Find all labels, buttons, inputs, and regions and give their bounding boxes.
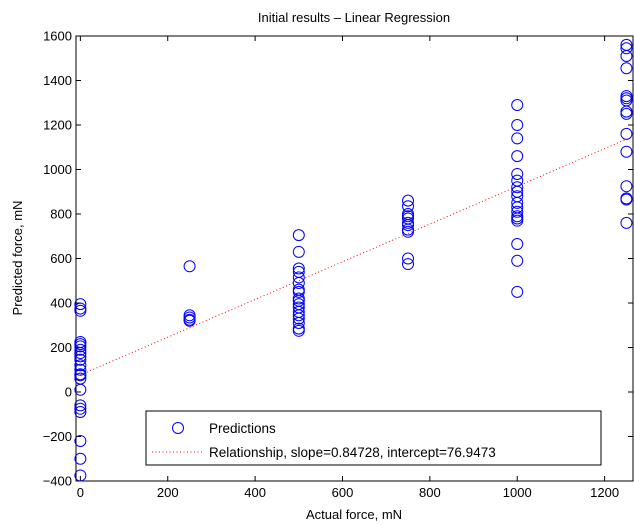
data-point: [511, 167, 524, 180]
data-point: [74, 298, 87, 311]
x-tick-label: 1000: [503, 485, 532, 500]
data-point: [292, 324, 305, 337]
data-point: [511, 254, 524, 267]
data-point: [620, 42, 633, 55]
y-tick-label: −200: [43, 429, 72, 444]
data-point: [74, 402, 87, 415]
data-point: [511, 174, 524, 187]
y-tick-label: 1200: [43, 118, 72, 133]
data-point: [292, 229, 305, 242]
x-tick-label: 200: [157, 485, 179, 500]
data-point: [620, 92, 633, 105]
regression-line: [80, 138, 627, 376]
legend-box: [145, 410, 602, 466]
data-point: [292, 312, 305, 325]
data-point: [402, 258, 415, 271]
data-point: [620, 180, 633, 193]
data-point: [74, 406, 87, 419]
data-point: [402, 194, 415, 207]
data-point: [292, 309, 305, 322]
data-point: [511, 212, 524, 225]
points-layer: [74, 38, 633, 482]
data-point: [620, 50, 633, 63]
data-point: [620, 216, 633, 229]
data-point: [402, 200, 415, 213]
y-tick-label: 200: [50, 340, 72, 355]
data-point: [620, 192, 633, 205]
x-tick-label: 800: [419, 485, 441, 500]
data-point: [620, 193, 633, 206]
data-point: [620, 62, 633, 75]
data-point: [74, 452, 87, 465]
y-tick-label: 800: [50, 207, 72, 222]
data-point: [74, 434, 87, 447]
data-point: [74, 343, 87, 356]
legend: Predictions Relationship, slope=0.84728,…: [145, 410, 602, 466]
chart-title: Initial results – Linear Regression: [258, 10, 450, 25]
data-point: [620, 127, 633, 140]
y-tick-label: 600: [50, 251, 72, 266]
data-point: [74, 340, 87, 353]
data-point: [292, 276, 305, 289]
x-axis-ticks: 0 200 400 600 800 1000 1200: [77, 36, 619, 500]
data-point: [74, 369, 87, 382]
data-point: [620, 107, 633, 120]
data-point: [402, 225, 415, 238]
y-axis-label: Predicted force, mN: [10, 201, 25, 316]
legend-marker-predictions: [172, 422, 184, 434]
y-tick-label: 0: [65, 385, 72, 400]
data-point: [511, 285, 524, 298]
legend-label-predictions: Predictions: [209, 421, 276, 436]
data-point: [74, 353, 87, 366]
x-tick-label: 1200: [590, 485, 619, 500]
x-tick-label: 0: [77, 485, 84, 500]
data-point: [511, 196, 524, 209]
data-point: [511, 181, 524, 194]
legend-label-relationship: Relationship, slope=0.84728, intercept=7…: [209, 445, 496, 460]
y-tick-label: 1000: [43, 162, 72, 177]
data-point: [74, 399, 87, 412]
data-point: [402, 252, 415, 265]
y-tick-label: 1600: [43, 29, 72, 44]
data-point: [183, 260, 196, 273]
data-point: [74, 383, 87, 396]
data-point: [511, 150, 524, 163]
data-point: [292, 285, 305, 298]
data-point: [74, 304, 87, 317]
data-point: [511, 132, 524, 145]
data-point: [74, 363, 87, 376]
data-point: [511, 214, 524, 227]
data-point: [74, 347, 87, 360]
data-point: [292, 245, 305, 258]
data-point: [292, 271, 305, 284]
data-point: [511, 119, 524, 131]
data-point: [511, 205, 524, 218]
y-tick-label: −400: [43, 474, 72, 489]
data-point: [292, 262, 305, 275]
data-point: [292, 317, 305, 330]
data-point: [74, 469, 87, 482]
data-point: [402, 219, 415, 232]
data-point: [74, 359, 87, 372]
data-point: [74, 350, 87, 363]
x-tick-label: 400: [244, 485, 266, 500]
x-tick-label: 600: [332, 485, 354, 500]
data-point: [620, 105, 633, 118]
y-tick-label: 400: [50, 296, 72, 311]
y-tick-label: 1400: [43, 73, 72, 88]
x-axis-label: Actual force, mN: [306, 507, 402, 522]
data-point: [511, 238, 524, 251]
data-point: [620, 145, 633, 158]
data-point: [511, 98, 524, 111]
data-point: [183, 314, 196, 327]
fit-line-layer: [80, 138, 627, 376]
y-axis-ticks: −400 −200 0 200 400 600 800 1000 1200 1400 1600: [43, 29, 633, 489]
